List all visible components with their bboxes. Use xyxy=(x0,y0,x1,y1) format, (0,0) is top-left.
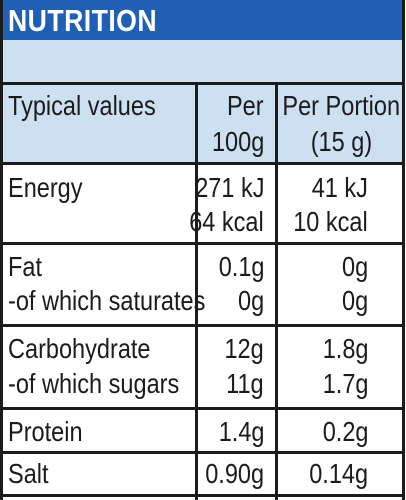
row-protein-label: Protein xyxy=(8,416,83,447)
row-energy-portion-kj: 41 kJ xyxy=(311,172,368,203)
row-carbohydrate-label: Carbohydrate xyxy=(8,333,151,364)
row-protein-portion: 0.2g xyxy=(322,416,368,447)
row-divider xyxy=(0,82,404,85)
row-fat-portion: 0g xyxy=(341,251,368,282)
row-saturates-label: -of which saturates xyxy=(8,285,206,316)
row-saturates-per100: 0g xyxy=(237,285,264,316)
col-header-per100-line1: Per xyxy=(227,90,264,121)
row-salt-portion: 0.14g xyxy=(309,458,368,489)
row-salt-label: Salt xyxy=(8,458,49,489)
column-header-row xyxy=(0,82,404,162)
row-saturates-portion: 0g xyxy=(341,285,368,316)
row-carbohydrate-portion: 1.8g xyxy=(322,333,368,364)
table-border-left xyxy=(0,0,3,500)
col-header-per100-line2: 100g xyxy=(211,126,264,157)
table-border-bottom xyxy=(0,494,404,497)
row-salt-per100: 0.90g xyxy=(205,458,264,489)
row-carbohydrate-per100: 12g xyxy=(224,333,264,364)
row-divider xyxy=(0,451,404,454)
row-energy-per100-kcal: 64 kcal xyxy=(189,206,264,237)
nutrition-header: NUTRITION xyxy=(0,0,404,40)
row-divider xyxy=(0,242,404,245)
nutrition-title: NUTRITION xyxy=(8,3,158,38)
col-header-portion-line1: Per Portion xyxy=(282,90,400,121)
row-fat-label: Fat xyxy=(8,251,42,282)
col-header-typical-values: Typical values xyxy=(8,90,156,121)
row-energy-per100-kj: 271 kJ xyxy=(194,172,264,203)
header-band xyxy=(0,40,404,82)
row-energy-label: Energy xyxy=(8,172,83,203)
row-protein-per100: 1.4g xyxy=(218,416,264,447)
row-fat-per100: 0.1g xyxy=(218,251,264,282)
row-energy-portion-kcal: 10 kcal xyxy=(293,206,368,237)
row-divider xyxy=(0,324,404,327)
row-divider xyxy=(0,162,404,165)
table-border-right xyxy=(402,0,405,500)
row-divider xyxy=(0,407,404,410)
column-divider-1 xyxy=(195,82,198,500)
row-sugars-portion: 1.7g xyxy=(322,368,368,399)
row-sugars-per100: 11g xyxy=(226,368,264,399)
row-sugars-label: -of which sugars xyxy=(8,368,180,399)
column-divider-2 xyxy=(275,82,278,500)
col-header-portion-line2: (15 g) xyxy=(310,126,372,157)
